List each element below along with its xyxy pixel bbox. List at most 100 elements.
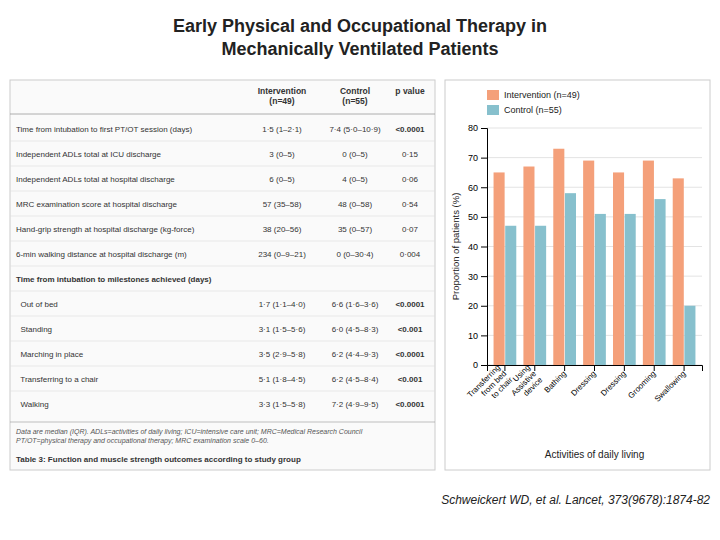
grid-line	[487, 305, 702, 306]
text-line: Mechanically Ventilated Patients	[221, 39, 498, 59]
y-axis-line	[481, 129, 488, 366]
table-cell: 3·3 (1·5–5·8)	[259, 400, 306, 409]
y-tick-label: 20	[468, 301, 478, 311]
table-cell: 7·2 (4·9–9·5)	[332, 400, 379, 409]
bar	[643, 161, 654, 365]
table-cell: 0 (0–30·4)	[337, 250, 374, 259]
bars	[494, 149, 696, 365]
table-cell: 7·4 (5·0–10·9)	[329, 125, 380, 134]
table-frame	[10, 80, 435, 470]
table-cell: 6 (0–5)	[269, 175, 295, 184]
y-tick: 80	[468, 123, 487, 133]
table-row-label: Transferring to a chair	[16, 375, 99, 384]
text-line: Swallowing	[653, 369, 688, 404]
y-tick-mark	[481, 306, 487, 307]
text-line: Intervention	[258, 86, 307, 96]
y-tick: 50	[468, 212, 487, 222]
text-line: Dressing	[569, 369, 598, 398]
bar	[673, 178, 684, 365]
y-tick-label: 60	[468, 183, 478, 193]
x-tick: Bathing	[542, 365, 568, 395]
bar	[553, 149, 564, 365]
chart-frame	[445, 80, 710, 470]
y-tick-label: 70	[468, 153, 478, 163]
text-line: Data are median (IQR). ADLs=activities o…	[16, 428, 363, 436]
bar	[565, 193, 576, 365]
x-tick: Swallowing	[653, 365, 688, 404]
y-tick-mark	[481, 158, 487, 159]
table-cell: 0·15	[402, 150, 419, 159]
legend-swatch	[487, 105, 499, 115]
table-rule	[10, 166, 435, 167]
table-rule	[10, 266, 435, 267]
table-row-label: Independent ADLs total at hospital disch…	[16, 175, 175, 184]
text-line: (n=55)	[342, 96, 367, 106]
table-cell: 1·7 (1·1–4·0)	[259, 300, 306, 309]
y-tick-mark	[481, 187, 487, 188]
table-note: Data are median (IQR). ADLs=activities o…	[16, 428, 363, 445]
table-row-label: Standing	[16, 325, 52, 334]
table-caption: Table 3: Function and muscle strength ou…	[16, 455, 301, 464]
x-tick-label: Grooming	[626, 369, 657, 400]
x-tick-mark	[534, 365, 535, 371]
table-cell: <0.0001	[395, 125, 425, 134]
grid-line	[487, 216, 702, 217]
grid-line	[487, 276, 702, 277]
bar	[583, 161, 594, 365]
bar	[625, 214, 636, 365]
x-tick: Grooming	[626, 365, 657, 400]
x-tick-label: Dressing	[569, 369, 598, 398]
table-rule	[10, 216, 435, 217]
x-tick-label: Transferringfrom bedto chair	[465, 363, 514, 412]
table-row-label: Out of bed	[16, 300, 58, 309]
title: Early Physical and Occupational Therapy …	[173, 16, 547, 59]
x-tick: Dressing	[569, 365, 598, 398]
table-row-label: MRC examination score at hospital discha…	[16, 200, 178, 209]
y-tick-mark	[481, 217, 487, 218]
y-tick-mark	[481, 247, 487, 248]
y-axis: 01020304050607080	[468, 123, 488, 370]
x-tick-mark	[504, 365, 505, 371]
y-tick: 0	[473, 360, 487, 370]
x-tick-mark	[624, 365, 625, 371]
table-header: Intervention(n=49)	[258, 86, 307, 106]
x-tick-label: Swallowing	[653, 369, 688, 404]
bar	[505, 226, 516, 365]
table-cell: 0 (0–5)	[342, 150, 368, 159]
text-line: Grooming	[626, 369, 657, 400]
table-rule	[10, 241, 435, 242]
table-row-label: Time from intubation to milestones achie…	[16, 275, 212, 284]
table-row-label: Marching in place	[16, 350, 84, 359]
bar	[523, 167, 534, 365]
table-header: p value	[395, 86, 425, 96]
text-line: to chair	[490, 375, 515, 400]
table-rule	[10, 114, 435, 115]
y-tick-mark	[481, 276, 487, 277]
y-tick: 70	[468, 153, 487, 163]
table-row-label: Time from intubation to first PT/OT sess…	[16, 125, 192, 134]
table-rule	[10, 366, 435, 367]
grid-line	[487, 187, 702, 188]
grid-line	[487, 246, 702, 247]
bar	[595, 214, 606, 365]
table-row-label: Walking	[16, 400, 49, 409]
table-cell: <0.001	[398, 325, 423, 334]
citation: Schweickert WD, et al. Lancet, 373(9678)…	[441, 493, 710, 507]
y-tick: 30	[468, 272, 487, 282]
table-cell: <0.0001	[395, 300, 425, 309]
table-rule	[10, 422, 435, 423]
table-cell: <0.001	[398, 375, 423, 384]
legend-label: Intervention (n=49)	[504, 90, 580, 100]
table-cell: 3·5 (2·9–5·8)	[259, 350, 306, 359]
table-cell: 6·6 (1·6–3·6)	[332, 300, 379, 309]
x-tick-mark	[654, 365, 655, 371]
table-rule	[10, 291, 435, 292]
grid	[487, 128, 702, 365]
x-tick-mark	[564, 365, 565, 371]
bar	[684, 306, 695, 365]
y-tick: 60	[468, 183, 487, 193]
legend-item: Control (n=55)	[487, 105, 562, 115]
x-tick-mark	[684, 365, 685, 371]
text-line: p value	[395, 86, 425, 96]
y-tick-label: 10	[468, 331, 478, 341]
